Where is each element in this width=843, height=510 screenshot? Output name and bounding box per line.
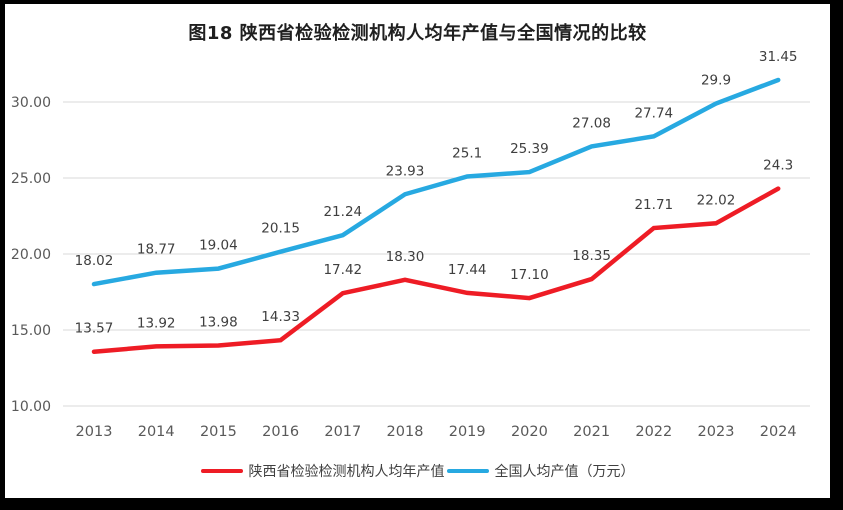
x-axis-tick-label: 2017 [324, 424, 361, 440]
legend-label-national: 全国人均产值（万元） [494, 464, 635, 480]
legend-item-national: 全国人均产值（万元） [446, 461, 635, 481]
national-point-label: 25.39 [510, 141, 549, 157]
y-axis-tick-label: 30.00 [11, 95, 51, 111]
legend-label-shaanxi: 陕西省检验检测机构人均年产值 [248, 464, 445, 480]
shaanxi-point-label: 17.10 [510, 267, 549, 283]
national-point-label: 21.24 [323, 204, 362, 220]
red-line-swatch [200, 468, 243, 474]
national-point-label: 23.93 [386, 163, 425, 179]
shaanxi-point-label: 24.3 [763, 158, 793, 174]
shaanxi-point-label: 13.92 [137, 315, 176, 331]
y-axis-tick-label: 15.00 [11, 323, 51, 339]
legend: 陕西省检验检测机构人均年产值 全国人均产值（万元） [5, 461, 830, 481]
national-point-label: 18.77 [137, 242, 176, 258]
shaanxi-point-label: 18.35 [572, 248, 611, 264]
x-axis-tick-label: 2022 [635, 424, 672, 440]
national-point-label: 29.9 [701, 73, 731, 89]
x-axis-tick-label: 2018 [387, 424, 424, 440]
chart-canvas: 图18 陕西省检验检测机构人均年产值与全国情况的比较 10.00 15.00 20.… [5, 4, 830, 498]
shaanxi-series-line [91, 186, 781, 354]
national-point-label: 20.15 [261, 221, 300, 237]
national-point-label: 27.74 [634, 105, 673, 121]
national-series-line [91, 77, 781, 287]
x-axis-tick-label: 2015 [200, 424, 237, 440]
y-axis-tick-label: 10.00 [11, 399, 51, 415]
legend-item-shaanxi: 陕西省检验检测机构人均年产值 [200, 461, 445, 481]
national-point-label: 18.02 [75, 253, 114, 269]
blue-line-swatch [446, 468, 489, 474]
national-point-label: 31.45 [759, 49, 798, 65]
national-point-label: 25.1 [452, 145, 482, 161]
national-point-label: 27.08 [572, 115, 611, 131]
y-axis-tick-label: 20.00 [11, 247, 51, 263]
shaanxi-point-label: 17.44 [448, 262, 487, 278]
shaanxi-point-label: 17.42 [323, 262, 362, 278]
x-axis-tick-label: 2013 [76, 424, 113, 440]
y-axis-tick-label: 25.00 [11, 171, 51, 187]
x-axis-tick-label: 2021 [573, 424, 610, 440]
line-chart-plot-area: 10.00 15.00 20.00 25.00 30.00 2013 2014 2015 201… [11, 49, 810, 440]
shaanxi-point-label: 13.57 [75, 321, 114, 337]
shaanxi-point-label: 18.30 [386, 249, 425, 265]
x-axis-tick-label: 2016 [262, 424, 299, 440]
national-point-label: 19.04 [199, 238, 238, 254]
x-axis-tick-label: 2024 [760, 424, 797, 440]
shaanxi-point-label: 22.02 [697, 192, 736, 208]
shaanxi-point-label: 21.71 [634, 197, 673, 213]
x-axis-tick-label: 2019 [449, 424, 486, 440]
shaanxi-point-label: 14.33 [261, 309, 300, 325]
x-axis-tick-label: 2020 [511, 424, 548, 440]
x-axis-tick-label: 2023 [698, 424, 735, 440]
shaanxi-point-label: 13.98 [199, 315, 238, 331]
chart-title: 图18 陕西省检验检测机构人均年产值与全国情况的比较 [188, 23, 647, 44]
x-axis-tick-label: 2014 [138, 424, 175, 440]
